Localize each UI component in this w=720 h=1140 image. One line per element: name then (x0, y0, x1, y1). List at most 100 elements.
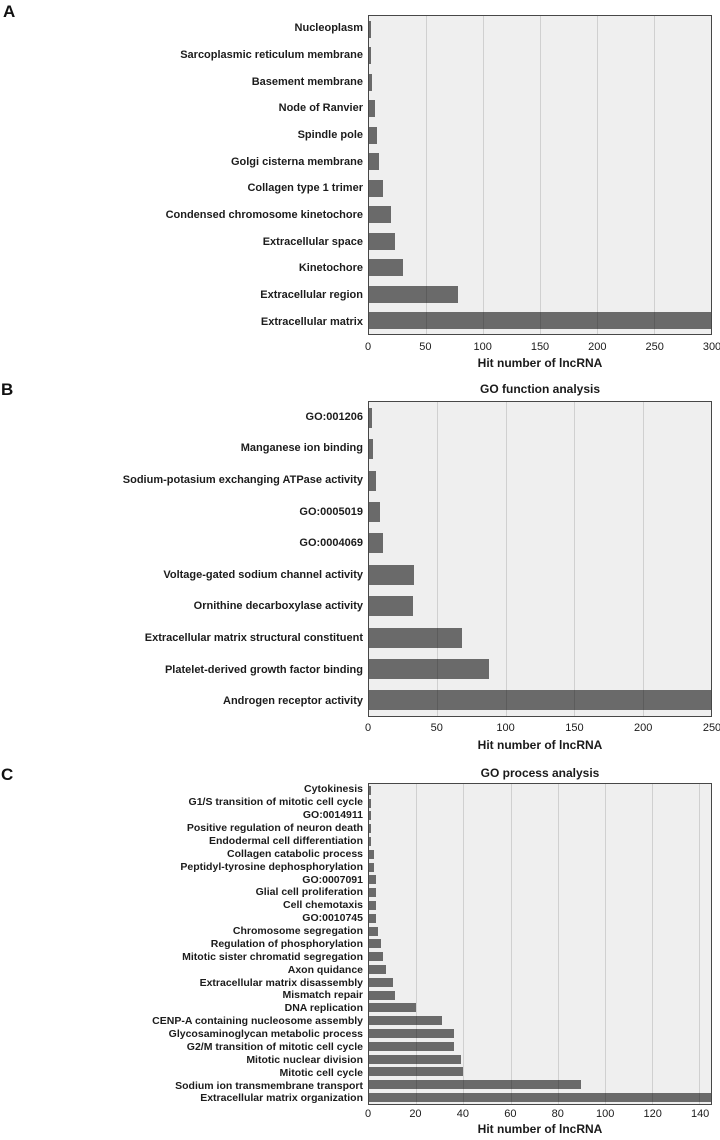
gridline (597, 16, 598, 334)
category-label: Nucleoplasm (294, 22, 363, 35)
bar (369, 990, 395, 1000)
bar (369, 20, 372, 38)
gridline (510, 784, 512, 1104)
bar (369, 1054, 461, 1064)
bar (369, 1080, 582, 1090)
bar-row (369, 1053, 711, 1066)
bar-row (369, 784, 711, 797)
bar-row (369, 1027, 711, 1040)
bar (369, 73, 373, 91)
bar (369, 533, 383, 554)
category-label: Sarcoplasmic reticulum membrane (180, 49, 363, 61)
bar-row (369, 912, 711, 925)
bar-row (369, 308, 711, 335)
bar (369, 926, 379, 936)
bar-row (369, 69, 711, 96)
category-label: Extracellular region (260, 289, 363, 302)
bar-row (369, 559, 711, 590)
bar-row (369, 653, 711, 684)
panel-letter-a: A (3, 2, 16, 21)
category-label: DNA replication (284, 1002, 363, 1015)
category-label: Extracellular matrix disassembly (199, 976, 363, 989)
x-tick-label: 200 (588, 341, 607, 353)
x-axis-ticks-b: 0 50 100 150 200 250 (365, 722, 720, 735)
bar (369, 785, 372, 795)
bar-row (369, 925, 711, 938)
bar (369, 259, 404, 277)
bar-row (369, 835, 711, 848)
gridline (574, 402, 576, 716)
bar-row (369, 149, 711, 176)
bar (369, 232, 396, 250)
category-label: Mitotic cell cycle (279, 1066, 363, 1079)
bar (369, 1067, 464, 1077)
bar (369, 888, 377, 898)
category-label: G2/M transition of mitotic cell cycle (186, 1040, 363, 1053)
plot-area-a (368, 15, 712, 335)
gridline (557, 784, 559, 1104)
bar (369, 407, 372, 428)
bar (369, 952, 384, 962)
bar (369, 811, 372, 821)
bar (369, 798, 372, 808)
x-axis-ticks-c: 0 20 40 60 80 100 120 140 (365, 1108, 712, 1121)
category-label: Positive regulation of neuron death (186, 822, 363, 835)
bar-row (369, 202, 711, 229)
x-tick-label: 300 (702, 341, 720, 353)
bar (369, 100, 375, 118)
bar-row (369, 1066, 711, 1079)
category-label: Voltage-gated sodium channel activity (163, 568, 363, 581)
bar (369, 1029, 454, 1039)
bar-row (369, 1014, 711, 1027)
bar-row (369, 989, 711, 1002)
category-label: Sodium-potasium exchanging ATPase activi… (122, 473, 363, 486)
bar-row (369, 848, 711, 861)
bar (369, 627, 463, 648)
category-label: Glycosaminoglycan metabolic process (168, 1028, 363, 1041)
bar-row (369, 43, 711, 70)
bar-row (369, 797, 711, 810)
bar (369, 690, 711, 711)
category-label: GO:001206 (305, 410, 363, 423)
x-axis-label-a: Hit number of lncRNA (477, 356, 603, 370)
bar (369, 501, 380, 522)
x-tick-label: 50 (430, 722, 443, 734)
gridline (416, 784, 418, 1104)
bar-row (369, 281, 711, 308)
category-label: Mismatch repair (282, 989, 363, 1002)
category-label: Endodermal cell differentiation (208, 834, 363, 847)
category-label: Androgen receptor activity (223, 695, 363, 708)
bar (369, 126, 377, 144)
bar-row (369, 1091, 711, 1104)
bar-row (369, 685, 711, 716)
category-label: GO:0007091 (302, 873, 363, 886)
category-label: Spindle pole (297, 129, 363, 142)
gridline (604, 784, 606, 1104)
category-label: GO:0005019 (299, 505, 363, 518)
bar (369, 939, 381, 949)
x-axis-label-c: Hit number of lncRNA (477, 1122, 603, 1136)
bar (369, 47, 372, 65)
category-label: Extracellular matrix structural constitu… (144, 631, 363, 644)
bar-row (369, 1078, 711, 1091)
category-label: Node of Ranvier (278, 102, 363, 115)
bar (369, 1093, 711, 1103)
bar-row (369, 950, 711, 963)
bar (369, 1016, 443, 1026)
bar-row (369, 590, 711, 621)
bar-row (369, 528, 711, 559)
bar-row (369, 874, 711, 887)
bar (369, 179, 383, 197)
category-label: Collagen catabolic process (227, 847, 363, 860)
gridline (652, 784, 654, 1104)
bar-row (369, 255, 711, 282)
bar (369, 564, 415, 585)
bar-row (369, 622, 711, 653)
bar-row (369, 465, 711, 496)
bar-row (369, 1002, 711, 1015)
bar (369, 1041, 454, 1051)
bar (369, 1003, 417, 1013)
